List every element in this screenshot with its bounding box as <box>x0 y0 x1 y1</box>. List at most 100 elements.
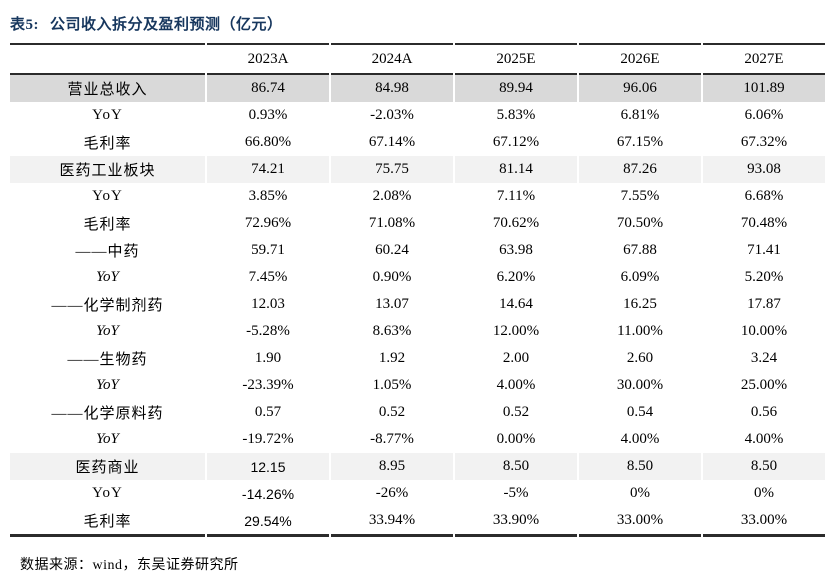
table-row: ——生物药 1.90 1.92 2.00 2.60 3.24 <box>10 345 825 372</box>
cell-value: 0.52 <box>502 404 530 420</box>
cell-value: 8.50 <box>579 453 701 480</box>
cell-value: 89.94 <box>455 75 577 102</box>
cell-value: 70.48% <box>740 215 788 231</box>
cell-value: 7.55% <box>620 188 660 204</box>
cell-value: 6.81% <box>620 107 660 123</box>
cell-value: 33.00% <box>703 507 825 537</box>
header-row: 2023A 2024A 2025E 2026E 2027E <box>10 43 825 75</box>
cell-value: 4.00% <box>744 431 784 447</box>
cell-value: 8.63% <box>372 323 412 339</box>
cell-value: -2.03% <box>370 107 414 123</box>
cell-value: 1.90 <box>254 350 282 366</box>
table-row: YoY -19.72% -8.77% 0.00% 4.00% 4.00% <box>10 426 825 453</box>
cell-value: -23.39% <box>242 377 294 393</box>
revenue-forecast-table: 2023A 2024A 2025E 2026E 2027E 营业总收入 86.74 84.9… <box>8 43 827 537</box>
cell-value: 14.64 <box>499 296 533 312</box>
cell-value: -5% <box>503 485 529 501</box>
cell-value: 33.00% <box>579 507 701 537</box>
cell-value: 60.24 <box>375 242 409 258</box>
cell-value: 93.08 <box>703 156 825 183</box>
cell-value: 67.12% <box>492 134 540 150</box>
cell-value: 66.80% <box>244 134 292 150</box>
cell-value: 7.45% <box>248 269 288 285</box>
row-label: 毛利率 <box>83 217 132 233</box>
row-label: 毛利率 <box>83 136 132 152</box>
table-row: YoY 7.45% 0.90% 6.20% 6.09% 5.20% <box>10 264 825 291</box>
row-label: YoY <box>96 323 119 339</box>
table-row: YoY 3.85% 2.08% 7.11% 7.55% 6.68% <box>10 183 825 210</box>
cell-value: 6.20% <box>496 269 536 285</box>
cell-value: 2.60 <box>626 350 654 366</box>
cell-value: 12.00% <box>492 323 540 339</box>
cell-value: 59.71 <box>251 242 285 258</box>
cell-value: 72.96% <box>244 215 292 231</box>
table-title: 表5: 公司收入拆分及盈利预测（亿元） <box>0 0 835 34</box>
table-row: 营业总收入 86.74 84.98 89.94 96.06 101.89 <box>10 75 825 102</box>
cell-value: 17.87 <box>747 296 781 312</box>
table-row: 医药工业板块 74.21 75.75 81.14 87.26 93.08 <box>10 156 825 183</box>
cell-value: 67.14% <box>368 134 416 150</box>
cell-value: 10.00% <box>740 323 788 339</box>
table-row: 医药商业 12.15 8.95 8.50 8.50 8.50 <box>10 453 825 480</box>
cell-value: 12.03 <box>251 296 285 312</box>
cell-value: 0% <box>754 485 774 501</box>
cell-value: -14.26% <box>241 485 295 502</box>
table-title-text: 公司收入拆分及盈利预测（亿元） <box>50 17 283 33</box>
cell-value: 71.41 <box>747 242 781 258</box>
row-label: YoY <box>96 431 119 447</box>
cell-value: 2.00 <box>502 350 530 366</box>
cell-value: 81.14 <box>455 156 577 183</box>
table-row: YoY 0.93% -2.03% 5.83% 6.81% 6.06% <box>10 102 825 129</box>
row-label: ——化学原料药 <box>51 406 164 422</box>
column-header: 2026E <box>579 43 701 75</box>
cell-value: 71.08% <box>368 215 416 231</box>
cell-value: 2.08% <box>372 188 412 204</box>
cell-value: 6.06% <box>744 107 784 123</box>
table-body: 营业总收入 86.74 84.98 89.94 96.06 101.89 YoY 0.93% -… <box>10 75 825 537</box>
table-row: YoY -5.28% 8.63% 12.00% 11.00% 10.00% <box>10 318 825 345</box>
row-label: YoY <box>92 107 123 123</box>
row-label: YoY <box>96 269 119 285</box>
source-note: 数据来源：wind，东吴证券研究所 <box>20 558 239 573</box>
cell-value: 8.50 <box>703 453 825 480</box>
cell-value: -26% <box>375 485 409 501</box>
table-row: ——化学制剂药 12.03 13.07 14.64 16.25 17.87 <box>10 291 825 318</box>
cell-value: 8.50 <box>455 453 577 480</box>
cell-value: 3.85% <box>248 188 288 204</box>
row-label: ——化学制剂药 <box>51 298 164 314</box>
cell-value: 13.07 <box>375 296 409 312</box>
cell-value: -5.28% <box>246 323 290 339</box>
cell-value: 4.00% <box>496 377 536 393</box>
cell-value: 30.00% <box>616 377 664 393</box>
cell-value: 4.00% <box>620 431 660 447</box>
cell-value: 87.26 <box>579 156 701 183</box>
cell-value: 33.94% <box>331 507 453 537</box>
row-label: ——生物药 <box>67 352 148 368</box>
cell-value: 5.20% <box>744 269 784 285</box>
cell-value: 75.75 <box>331 156 453 183</box>
cell-value: 0.54 <box>626 404 654 420</box>
cell-value: 8.95 <box>331 453 453 480</box>
cell-value: 101.89 <box>703 75 825 102</box>
cell-value: 6.09% <box>620 269 660 285</box>
cell-value: 67.32% <box>740 134 788 150</box>
row-label: 医药商业 <box>10 453 205 480</box>
cell-value: 1.92 <box>378 350 406 366</box>
cell-value: 1.05% <box>372 377 412 393</box>
row-label: ——中药 <box>75 244 140 260</box>
cell-value: 84.98 <box>331 75 453 102</box>
cell-value: -8.77% <box>370 431 414 447</box>
table-row: YoY -14.26% -26% -5% 0% 0% <box>10 480 825 507</box>
table-row: 毛利率 66.80% 67.14% 67.12% 67.15% 67.32% <box>10 129 825 156</box>
column-header: 2023A <box>207 43 329 75</box>
cell-value: 25.00% <box>740 377 788 393</box>
cell-value: 74.21 <box>207 156 329 183</box>
cell-value: 33.90% <box>455 507 577 537</box>
table-row: 毛利率 72.96% 71.08% 70.62% 70.50% 70.48% <box>10 210 825 237</box>
cell-value: 0.57 <box>254 404 282 420</box>
table-number-label: 表5: <box>10 17 39 33</box>
cell-value: 16.25 <box>623 296 657 312</box>
column-header <box>10 43 205 75</box>
cell-value: 29.54% <box>207 507 329 537</box>
cell-value: 67.15% <box>616 134 664 150</box>
